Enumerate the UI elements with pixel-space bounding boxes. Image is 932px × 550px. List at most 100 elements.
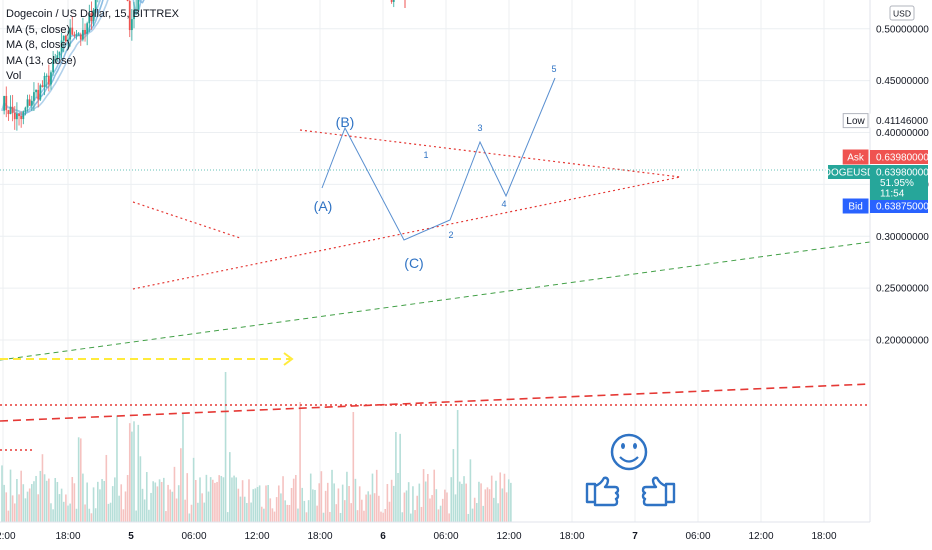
volume-bar — [371, 473, 374, 522]
volume-bar — [248, 479, 250, 522]
candle — [33, 82, 35, 112]
candles — [3, 0, 406, 131]
candle — [13, 106, 16, 130]
volume-bar — [252, 489, 255, 522]
volume-bar — [286, 504, 289, 522]
candle-body — [37, 89, 40, 100]
volume-bar — [167, 484, 169, 522]
volume-bar — [407, 482, 410, 522]
candle — [35, 89, 37, 98]
volume-bar — [493, 497, 495, 522]
volume-bar — [405, 490, 408, 522]
candle-body — [35, 89, 37, 93]
volume-bar — [143, 499, 146, 522]
volume-bar — [258, 485, 261, 522]
volume-bar — [116, 415, 118, 522]
candle — [41, 80, 44, 88]
volume-bar — [288, 505, 291, 522]
volume-bar — [280, 493, 282, 522]
volume-bar — [101, 479, 103, 522]
time-axis[interactable]: 12:00 18:00 5 06:00 12:00 18:00 6 06:00 12:00 18:… — [0, 521, 870, 542]
volume-bar — [114, 477, 116, 522]
volume-bar — [20, 470, 22, 522]
wave-label-8: 5 — [551, 64, 556, 74]
volume-bar — [458, 481, 461, 522]
volume-bar — [239, 496, 242, 522]
volume-bar — [135, 510, 137, 522]
volume-bar — [224, 372, 227, 522]
volume-bar — [226, 512, 229, 522]
volume-bar — [175, 498, 178, 522]
volume-bar — [329, 511, 331, 522]
volume-bar — [188, 513, 191, 522]
currency-badge[interactable]: USD — [889, 5, 915, 21]
candle — [79, 32, 82, 46]
candle — [52, 51, 54, 76]
volume-bar — [169, 489, 172, 522]
volume-bar — [35, 475, 37, 522]
volume-bar — [427, 473, 429, 522]
volume-bar — [192, 457, 195, 522]
volume-bar — [160, 481, 163, 522]
volume-bars — [1, 372, 512, 522]
volume-bar — [28, 488, 31, 522]
volume-bar — [139, 456, 142, 522]
legend-vol[interactable]: Vol — [6, 70, 22, 82]
price-tick-label: 0.50000000 — [876, 24, 929, 35]
candle-body — [71, 27, 74, 35]
volume-bar — [346, 471, 348, 522]
volume-bar — [65, 494, 67, 522]
volume-bar — [490, 475, 493, 522]
price-tick-label: 0.40000000 — [876, 128, 929, 139]
candle-body — [126, 0, 129, 1]
low-tag-value: 0.41146000 — [876, 116, 929, 127]
volume-bar — [510, 482, 512, 522]
legend-ma5[interactable]: MA (5, close) — [6, 23, 71, 36]
volume-bar — [488, 489, 491, 522]
candle-body — [7, 110, 10, 115]
volume-bar — [484, 489, 487, 522]
candle — [97, 0, 99, 3]
legend-ma8[interactable]: MA (8, close) — [6, 39, 71, 51]
volume-bar — [207, 491, 210, 522]
volume-bar — [316, 505, 318, 522]
volume-bar — [163, 477, 165, 522]
candle-body — [82, 29, 84, 40]
time-tick-label: 12:00 — [244, 531, 269, 542]
time-tick-label: 18:00 — [811, 531, 836, 542]
candle-body — [79, 34, 82, 40]
volume-bar — [128, 423, 131, 522]
volume-bar — [448, 513, 450, 522]
volume-bar — [237, 488, 240, 522]
volume-bar — [243, 496, 246, 522]
price-axis[interactable]: 0.850000000.800000000.750000000.70000000… — [869, 0, 929, 522]
candle-body — [39, 85, 42, 100]
bid-tag-value: 0.63875000 — [876, 202, 929, 213]
candle-body — [33, 92, 35, 101]
triangle-upper — [299, 129, 681, 178]
volume-bar — [103, 480, 105, 522]
time-tick-label: 18:00 — [559, 531, 584, 542]
volume-bar — [73, 483, 76, 522]
smiley-icon — [610, 433, 648, 471]
price-tick-label: 0.45000000 — [876, 76, 929, 87]
wave-label-3: (C) — [404, 255, 423, 271]
legend-ma13[interactable]: MA (13, close) — [6, 54, 77, 67]
candle — [7, 109, 10, 121]
candle-body — [137, 0, 140, 11]
price-tags: High0.69300000Low0.41146000Ask0.63980000… — [824, 113, 929, 214]
candle-body — [67, 39, 69, 42]
volume-bar — [190, 504, 193, 522]
volume-bar — [343, 500, 346, 522]
legend-title: Dogecoin / US Dollar, 15, BITTREX — [6, 8, 180, 20]
volume-bar — [414, 510, 416, 522]
candle — [37, 82, 40, 108]
candle-body — [92, 9, 95, 22]
candle-body — [75, 34, 78, 36]
volume-bar — [246, 502, 248, 522]
red-trend-line — [0, 383, 871, 422]
volume-bar — [60, 488, 63, 522]
volume-bar — [5, 492, 8, 522]
